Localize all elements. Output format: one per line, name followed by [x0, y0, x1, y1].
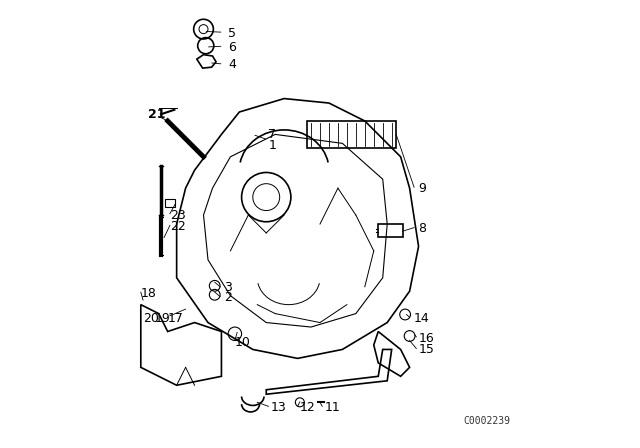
Text: 2: 2	[224, 291, 232, 305]
Text: 23: 23	[170, 208, 186, 222]
Text: 21: 21	[148, 108, 165, 121]
Text: 16: 16	[419, 332, 435, 345]
Text: 1: 1	[269, 139, 276, 152]
Text: 7: 7	[269, 128, 276, 141]
Text: 11: 11	[324, 401, 340, 414]
Text: 19: 19	[154, 311, 170, 325]
Text: 20: 20	[143, 311, 159, 325]
Text: 8: 8	[419, 222, 427, 235]
Text: 3: 3	[224, 281, 232, 294]
Text: C0002239: C0002239	[463, 416, 510, 426]
Text: 14: 14	[414, 311, 430, 325]
Text: 17: 17	[168, 311, 184, 325]
Text: 13: 13	[271, 401, 287, 414]
Text: 10: 10	[235, 336, 251, 349]
Text: 6: 6	[228, 40, 236, 54]
Text: 4: 4	[228, 58, 236, 72]
Text: 15: 15	[419, 343, 435, 356]
Text: 9: 9	[419, 181, 426, 195]
Text: 5: 5	[228, 27, 236, 40]
Text: 18: 18	[141, 287, 157, 300]
Text: 12: 12	[300, 401, 316, 414]
Text: 22: 22	[170, 220, 186, 233]
